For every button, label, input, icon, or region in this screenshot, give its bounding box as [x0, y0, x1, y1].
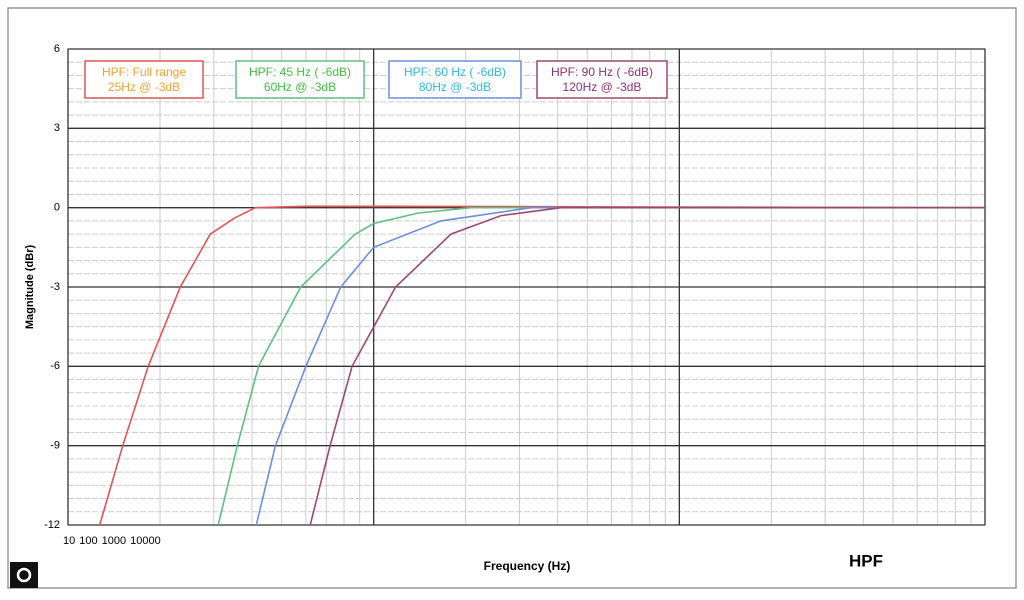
y-axis-label: Magnitude (dBr)	[24, 245, 36, 330]
x-tick-label: 10	[63, 535, 75, 547]
series-line	[309, 206, 985, 526]
x-axis-label: Frequency (Hz)	[484, 559, 571, 573]
legend-name: HPF: 45 Hz ( -6dB)	[249, 65, 351, 79]
grid: -12 -9 -6 -3 0 3 6 10 100 1000 10000	[44, 43, 986, 547]
legend-note: 25Hz @ -3dB	[108, 80, 180, 94]
legend-box	[84, 60, 204, 99]
y-tick-label: -6	[50, 360, 60, 372]
x-tick-label: 100	[79, 535, 97, 547]
series-line	[98, 205, 986, 526]
legend-note: 60Hz @ -3dB	[264, 80, 336, 94]
x-tick-label: 10000	[130, 535, 161, 547]
y-tick-label: -9	[50, 440, 60, 452]
y-tick-label: -3	[50, 281, 60, 293]
legend-box	[235, 60, 365, 99]
curves	[98, 205, 986, 526]
x-tick-label: 1000	[102, 535, 126, 547]
y-tick-label: 0	[54, 202, 60, 214]
y-tick-label: 3	[54, 122, 60, 134]
series-line	[217, 206, 985, 526]
legend-note: 120Hz @ -3dB	[563, 80, 642, 94]
legend-box	[388, 60, 522, 99]
legend-note: 80Hz @ -3dB	[419, 80, 491, 94]
legend-box	[536, 60, 668, 99]
legend-name: HPF: Full range	[102, 65, 186, 79]
y-tick-label: 6	[54, 43, 60, 55]
legend-name: HPF: 90 Hz ( -6dB)	[551, 65, 653, 79]
chart-title: HPF	[849, 551, 883, 570]
series-line	[255, 206, 985, 526]
y-tick-label: -12	[44, 519, 60, 531]
corner-icon	[10, 562, 38, 588]
legend-name: HPF: 60 Hz ( -6dB)	[404, 65, 506, 79]
corner-icon-ring	[16, 567, 32, 583]
